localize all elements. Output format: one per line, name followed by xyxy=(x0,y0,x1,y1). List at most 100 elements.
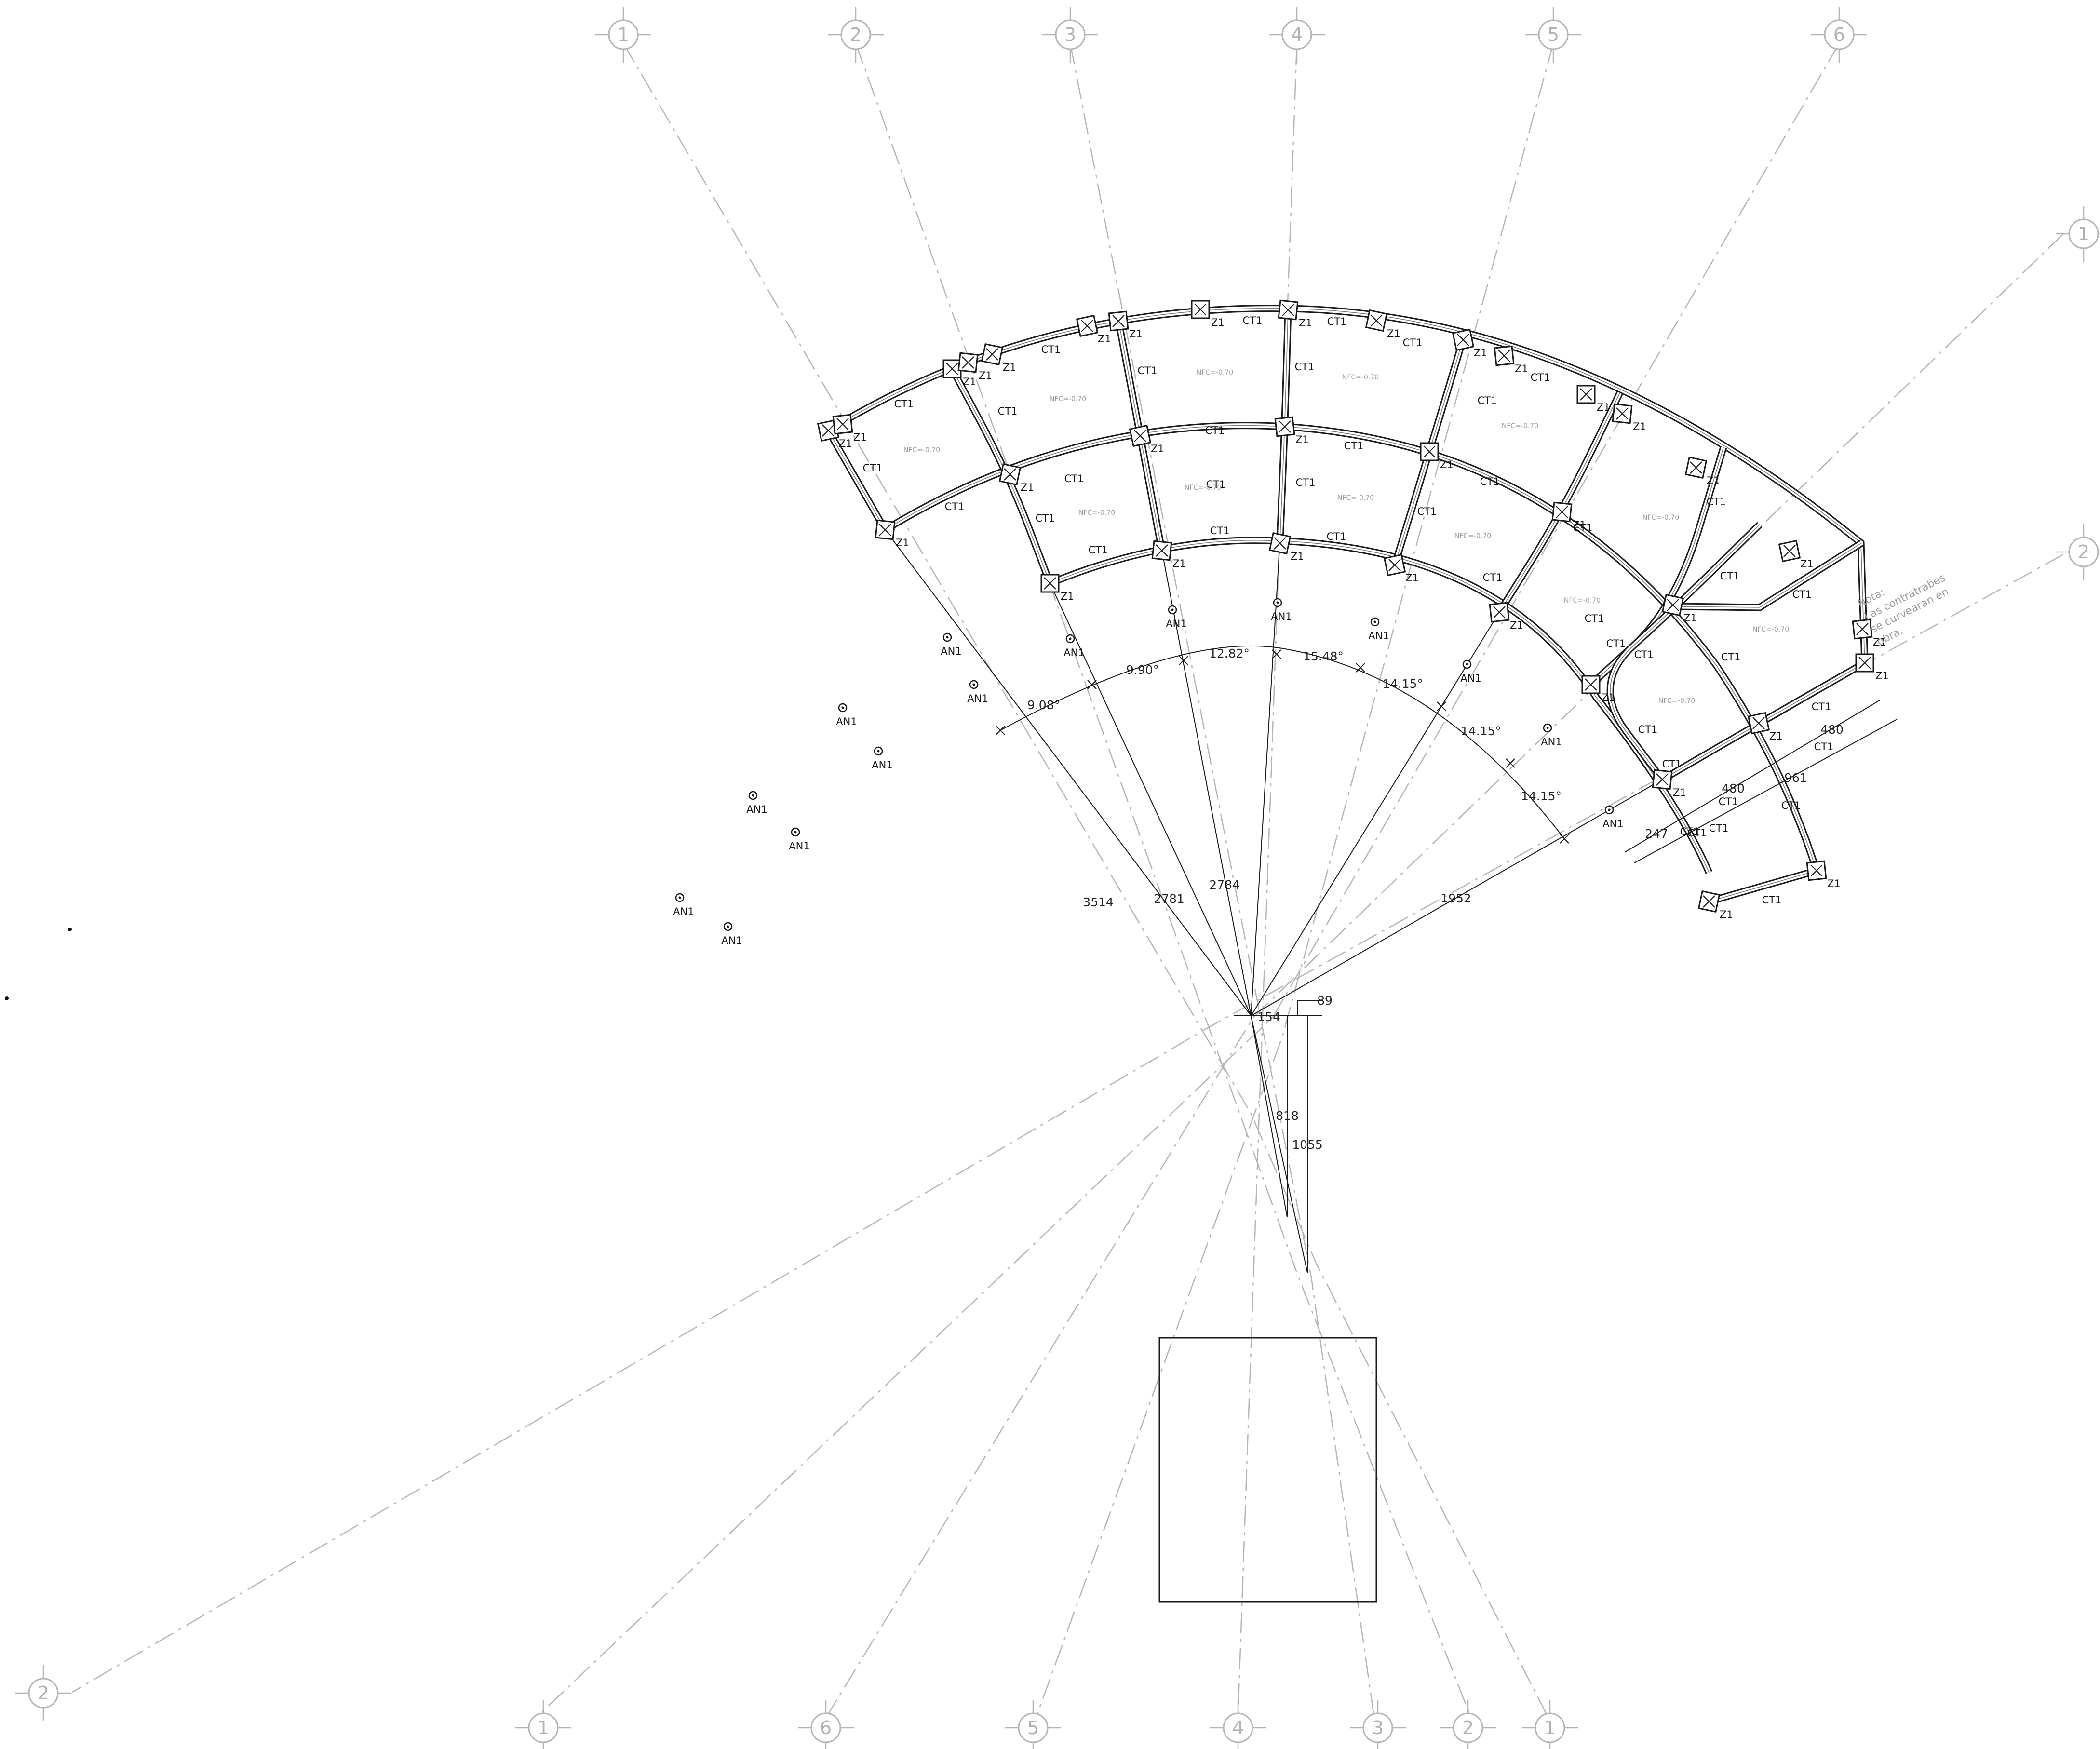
slab-level-label: NFC=-0.70 xyxy=(1197,369,1233,377)
grid-bubble-circle xyxy=(528,1712,559,1743)
footing-cross xyxy=(1370,314,1383,327)
beam-label-ct1: CT1 xyxy=(1480,476,1500,487)
angle-dimension-label: 12.82° xyxy=(1209,646,1250,660)
beam-label-ct1: CT1 xyxy=(1327,531,1346,542)
footing-cross xyxy=(1783,545,1796,557)
footing-cross xyxy=(822,424,835,437)
grid-axis-line xyxy=(1069,43,1375,1717)
radius-line xyxy=(1161,550,1252,1016)
anchor-label: AN1 xyxy=(872,759,892,771)
footing-z1: Z1 xyxy=(1076,314,1111,345)
footing-z1: Z1 xyxy=(1489,602,1523,631)
anchor-label: AN1 xyxy=(1368,630,1389,642)
footing-z1: Z1 xyxy=(1852,619,1886,648)
footing-z1: Z1 xyxy=(1040,574,1074,602)
grid-bubble-circle xyxy=(1453,1712,1483,1743)
footing-label: Z1 xyxy=(1683,612,1697,624)
footing-cross xyxy=(1274,537,1286,550)
grid-bubble-label: 3 xyxy=(1372,1717,1384,1738)
angle-dimension-label: 15.48° xyxy=(1303,649,1344,663)
footing-label: Z1 xyxy=(1129,328,1143,340)
footing-z1: Z1 xyxy=(1365,309,1400,339)
anchor-dot xyxy=(1171,608,1174,611)
grid-bubble-bottom-1b: 1 xyxy=(1522,1700,1578,1749)
footing-z1: Z1 xyxy=(1383,553,1419,584)
anchor-label: AN1 xyxy=(746,804,767,815)
footing-cross xyxy=(1423,445,1436,458)
footing-z1: Z1 xyxy=(1612,403,1646,432)
footing-label: Z1 xyxy=(1573,519,1586,531)
anchor-dot xyxy=(946,636,949,639)
footing-cross xyxy=(1810,864,1823,877)
slab-level-label: NFC=-0.70 xyxy=(1185,484,1221,492)
grid-bubble-label: 5 xyxy=(1027,1717,1039,1738)
anchor-an1: AN1 xyxy=(967,680,988,704)
beam-label-ct1: CT1 xyxy=(1531,372,1550,383)
beam-label-ct1: CT1 xyxy=(1344,440,1364,452)
anchor-dot xyxy=(727,925,729,928)
linear-dimension-label: 247 xyxy=(1645,827,1668,841)
anchor-dot xyxy=(1373,620,1376,623)
footing-label: Z1 xyxy=(1800,558,1814,570)
beam-label-ct1: CT1 xyxy=(1295,361,1315,373)
beam-label-ct1: CT1 xyxy=(894,398,914,410)
reference-point xyxy=(68,928,72,931)
angle-arc xyxy=(1000,645,1565,839)
footing-cross xyxy=(1752,717,1765,729)
beam-label-ct1: CT1 xyxy=(1483,572,1503,583)
footing-z1: Z1 xyxy=(1697,890,1733,920)
grid-bubble-right-1: 1 xyxy=(2056,206,2100,262)
slab-level-label: NFC=-0.70 xyxy=(1078,509,1115,517)
footing-z1: Z1 xyxy=(1778,539,1814,570)
footing-z1: Z1 xyxy=(1129,424,1164,455)
grid-bubble-label: 4 xyxy=(1232,1717,1244,1738)
footing-cross xyxy=(1690,461,1702,474)
anchor-label: AN1 xyxy=(1460,673,1481,684)
radius-line xyxy=(885,529,1252,1016)
dimensions: 9.08° 9.90° 12.82° 15.48° 14.15° 14.15° 14.15°… xyxy=(885,529,1898,1273)
anchor-an1: AN1 xyxy=(1063,634,1085,659)
anchor-dot xyxy=(877,750,880,753)
footing-cross xyxy=(879,524,891,536)
grid-axis-line xyxy=(1237,43,1298,1717)
leader-line xyxy=(1297,1000,1322,1016)
arc-tick xyxy=(1272,649,1281,659)
beam-label-ct1: CT1 xyxy=(1662,758,1682,770)
radius-dimension-label: 2784 xyxy=(1209,878,1240,892)
footing-label: Z1 xyxy=(1873,636,1886,648)
linear-dimension-label: 89 xyxy=(1317,994,1333,1008)
footing-label: Z1 xyxy=(1673,787,1686,798)
footing-label: Z1 xyxy=(1474,347,1487,359)
beam-label-ct1: CT1 xyxy=(1573,522,1593,534)
footing-label: Z1 xyxy=(979,370,992,381)
footing-z1: Z1 xyxy=(1652,769,1686,798)
footings: Z1 Z1 Z1 Z1 Z1 Z1 Z1 Z1 Z1 Z1 Z1 Z1 Z1 Z1 Z1 Z1 Z1 Z1 Z1 Z1… xyxy=(817,299,1889,920)
footing-z1: Z1 xyxy=(1806,860,1841,889)
anchor-label: AN1 xyxy=(721,935,742,946)
grid-bubble-circle xyxy=(2068,537,2099,567)
grid-bubble-left-2: 2 xyxy=(15,1665,71,1721)
footing-cross xyxy=(1282,304,1294,316)
grid-bubble-top-5: 5 xyxy=(1525,7,1581,63)
anchor-dot xyxy=(1069,637,1072,640)
beam-label-ct1: CT1 xyxy=(1638,724,1658,735)
grid-bubble-circle xyxy=(2068,218,2099,249)
slab-level-label: NFC=-0.70 xyxy=(1454,532,1491,540)
anchor-dot xyxy=(1546,727,1549,729)
grid-bubble-circle xyxy=(810,1712,841,1743)
arc-tick xyxy=(1356,663,1365,673)
radius-line xyxy=(1251,540,1280,1016)
arc-tick xyxy=(1506,758,1515,768)
anchor-label: AN1 xyxy=(1271,611,1292,622)
slab-level-label: NFC=-0.70 xyxy=(1564,597,1601,605)
grid-bubble-label: 6 xyxy=(820,1717,832,1738)
footing-z1: Z1 xyxy=(817,419,852,449)
anchor-an1: AN1 xyxy=(1166,605,1187,630)
footing-cross xyxy=(836,418,849,431)
footing-cross xyxy=(1703,895,1715,908)
anchor-an1: AN1 xyxy=(1541,723,1562,748)
grid-bubble-bottom-5: 5 xyxy=(1005,1700,1061,1749)
footing-label: Z1 xyxy=(1405,572,1419,584)
grid-bubble-label: 2 xyxy=(850,24,862,45)
anchor-dot xyxy=(1466,663,1468,666)
